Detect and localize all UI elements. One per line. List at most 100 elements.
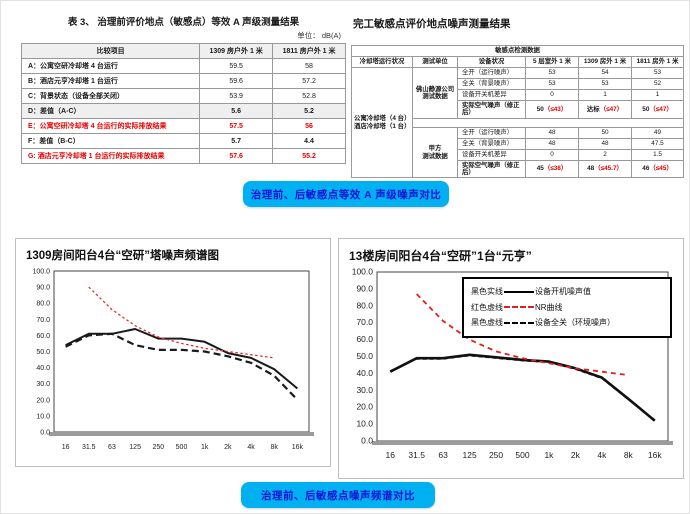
legend-label: 红色虚线	[471, 302, 503, 312]
svg-text:63: 63	[108, 444, 116, 451]
svg-text:1k: 1k	[544, 450, 554, 460]
value-cell: 57.5	[199, 118, 274, 134]
legend-desc: NR曲线	[535, 302, 563, 312]
spectrum-chart-panel-1309: 1309房间阳台4台“空研”塔噪声频谱图 0.0 10.0 20.0 30.0 40.0…	[15, 238, 331, 467]
table-row: C：背景状态（设备全部关闭） 53.9 52.8	[20, 88, 346, 104]
table-row: G: 酒店元亨冷却塔 1 台运行的实际排放结果 57.6 55.2	[20, 148, 346, 164]
value: 48	[587, 165, 595, 173]
svg-text:2k: 2k	[224, 444, 232, 451]
svg-text:1k: 1k	[201, 444, 209, 451]
table-row: 实际空气噪声（修正后） 50（≤43） 达标（≤47） 50（≤47）	[352, 100, 685, 119]
svg-text:16: 16	[385, 450, 395, 460]
chart-title: 13楼房间阳台4台“空研”1台“元亨”	[349, 249, 532, 263]
svg-text:70.0: 70.0	[356, 317, 373, 327]
value: 达标	[586, 105, 600, 113]
pre-treatment-table: 比较项目 1309 房户外 1 米 1811 房户外 1 米 A：公寓空研冷却塔…	[20, 43, 346, 164]
table-row: 设备开关机差异 0 1 1	[352, 89, 685, 101]
row-label: B：酒店元亨冷却塔 1 台运行	[20, 73, 201, 89]
svg-text:31.5: 31.5	[82, 444, 96, 451]
unit-line: 甲方	[428, 145, 442, 153]
svg-text:125: 125	[462, 450, 476, 460]
svg-text:16: 16	[62, 444, 70, 451]
value-cell: 50	[578, 126, 632, 139]
black-dashed-line-icon	[504, 322, 534, 325]
chart-legend: 黑色实线 设备开机噪声值 红色虚线 NR曲线 黑色虚线 设备全关（环境噪声）	[462, 277, 672, 338]
value-cell: 53	[525, 78, 579, 90]
value-cell: 48（≤45.7）	[578, 159, 632, 179]
table-row: F：差值（B-C） 5.7 4.4	[20, 133, 346, 149]
svg-text:10.0: 10.0	[356, 419, 373, 429]
value-cell: 50（≤47）	[630, 100, 685, 119]
value-cell: 53	[630, 67, 685, 79]
value-cell: 1	[630, 89, 685, 101]
svg-text:63: 63	[438, 450, 448, 460]
value-cell: 1	[578, 89, 632, 101]
red-dashed-line-icon	[504, 306, 534, 309]
legend-item: 黑色实线 设备开机噪声值	[471, 284, 663, 300]
svg-text:250: 250	[152, 444, 164, 451]
svg-text:2k: 2k	[571, 450, 581, 460]
value-cell: 4.4	[272, 133, 346, 149]
svg-text:90.0: 90.0	[356, 283, 373, 293]
span-header-row: 敏感点检测数据	[350, 45, 685, 57]
svg-text:8k: 8k	[624, 450, 634, 460]
column-header: 冷却塔运行状况	[351, 56, 413, 68]
svg-text:60.0: 60.0	[356, 334, 373, 344]
value: 45	[536, 165, 544, 173]
row-label: F：差值（B-C）	[20, 133, 201, 149]
value-cell: 48	[525, 126, 579, 139]
limit: （≤38）	[543, 165, 568, 173]
value-cell: 49	[630, 126, 685, 139]
column-header: 1309 房户外 1 米	[199, 43, 274, 59]
table-row: B：酒店元亨冷却塔 1 台运行 59.6 57.2	[20, 73, 346, 89]
spacer-cell	[411, 117, 685, 128]
value-cell: 59.6	[199, 73, 274, 89]
unit-line: 测试数据	[422, 152, 448, 160]
table-row: A：公寓空研冷却塔 4 台运行 59.5 58	[20, 58, 346, 74]
table-row: E：公寓空研冷却塔 4 台运行的实际排放结果 57.5 56	[20, 118, 346, 134]
row-label: G: 酒店元亨冷却塔 1 台运行的实际排放结果	[20, 148, 201, 164]
value-cell: 5.7	[199, 133, 274, 149]
value-cell: 52	[630, 78, 685, 90]
svg-text:40.0: 40.0	[36, 365, 50, 372]
table-row: D：差值（A-C） 5.6 5.2	[20, 103, 346, 119]
column-header: 设备状况	[457, 56, 526, 68]
value-cell: 46（≤45）	[630, 159, 685, 179]
cooling-tower-group-label: 公寓冷却塔（4 台） 酒店冷却塔（1 台）	[351, 66, 413, 179]
svg-text:20.0: 20.0	[356, 402, 373, 412]
value-cell: 56	[272, 118, 346, 134]
solid-black-line-icon	[504, 290, 534, 293]
value: 46	[642, 165, 650, 173]
legend-item: 黑色虚线 设备全关（环境噪声）	[471, 315, 663, 331]
svg-text:250: 250	[489, 450, 503, 460]
column-header: 5 层室外 1 米	[525, 56, 579, 68]
pre-treatment-table-title: 表 3、 治理前评价地点（敏感点）等效 A 声级测量结果	[67, 17, 300, 28]
spectrum-chart-panel-13f: 13楼房间阳台4台“空研”1台“元亨” 0.0 10.0 20.0 30.0 40.0 5…	[338, 238, 684, 479]
svg-text:4k: 4k	[247, 444, 255, 451]
device-state-label: 实际空气噪声（修正后）	[457, 159, 526, 179]
group-line: 公寓冷却塔（4 台）	[354, 115, 411, 123]
value-cell: 1.5	[630, 148, 685, 161]
limit: （≤47）	[649, 105, 673, 113]
table-header-row: 比较项目 1309 房户外 1 米 1811 房户外 1 米	[20, 43, 346, 59]
svg-text:30.0: 30.0	[356, 385, 373, 395]
svg-text:30.0: 30.0	[36, 381, 50, 388]
table-row: 甲方 测试数据 全开（运行噪声） 48 50 49	[352, 126, 685, 179]
span-header: 敏感点检测数据	[350, 45, 685, 57]
chart-title: 1309房间阳台4台“空研”塔噪声频谱图	[26, 250, 219, 262]
svg-text:50.0: 50.0	[36, 349, 50, 356]
svg-text:20.0: 20.0	[36, 397, 50, 404]
value-cell: 53	[525, 67, 579, 79]
device-state-label: 全关（背景噪声）	[457, 137, 526, 150]
device-state-label: 实际空气噪声（修正后）	[457, 100, 526, 119]
value-cell: 53.9	[199, 88, 274, 104]
value-cell: 5.6	[199, 103, 274, 119]
svg-text:31.5: 31.5	[408, 450, 425, 460]
legend-item: 红色虚线 NR曲线	[471, 300, 663, 316]
value-cell: 2	[578, 148, 632, 161]
svg-text:8k: 8k	[271, 444, 279, 451]
limit: （≤43）	[543, 105, 568, 113]
legend-label: 黑色实线	[471, 287, 503, 296]
completion-measurement-table: 敏感点检测数据 冷却塔运行状况 测试单位 设备状况 5 层室外 1 米 1309…	[350, 45, 685, 179]
table-header-row: 冷却塔运行状况 测试单位 设备状况 5 层室外 1 米 1309 房外 1 米 …	[351, 56, 685, 68]
